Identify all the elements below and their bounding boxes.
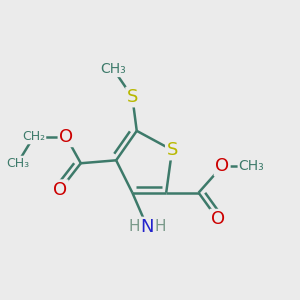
Text: CH₃: CH₃ xyxy=(6,157,29,170)
Text: CH₂: CH₂ xyxy=(22,130,45,143)
Text: H: H xyxy=(128,219,140,234)
Text: O: O xyxy=(215,157,229,175)
Text: O: O xyxy=(211,210,225,228)
Text: N: N xyxy=(140,218,154,236)
Text: CH₃: CH₃ xyxy=(239,159,265,173)
Text: CH₃: CH₃ xyxy=(100,62,126,76)
Text: O: O xyxy=(59,128,73,146)
Text: S: S xyxy=(127,88,138,106)
Text: O: O xyxy=(53,181,67,199)
Text: S: S xyxy=(167,141,178,159)
Text: H: H xyxy=(154,219,166,234)
